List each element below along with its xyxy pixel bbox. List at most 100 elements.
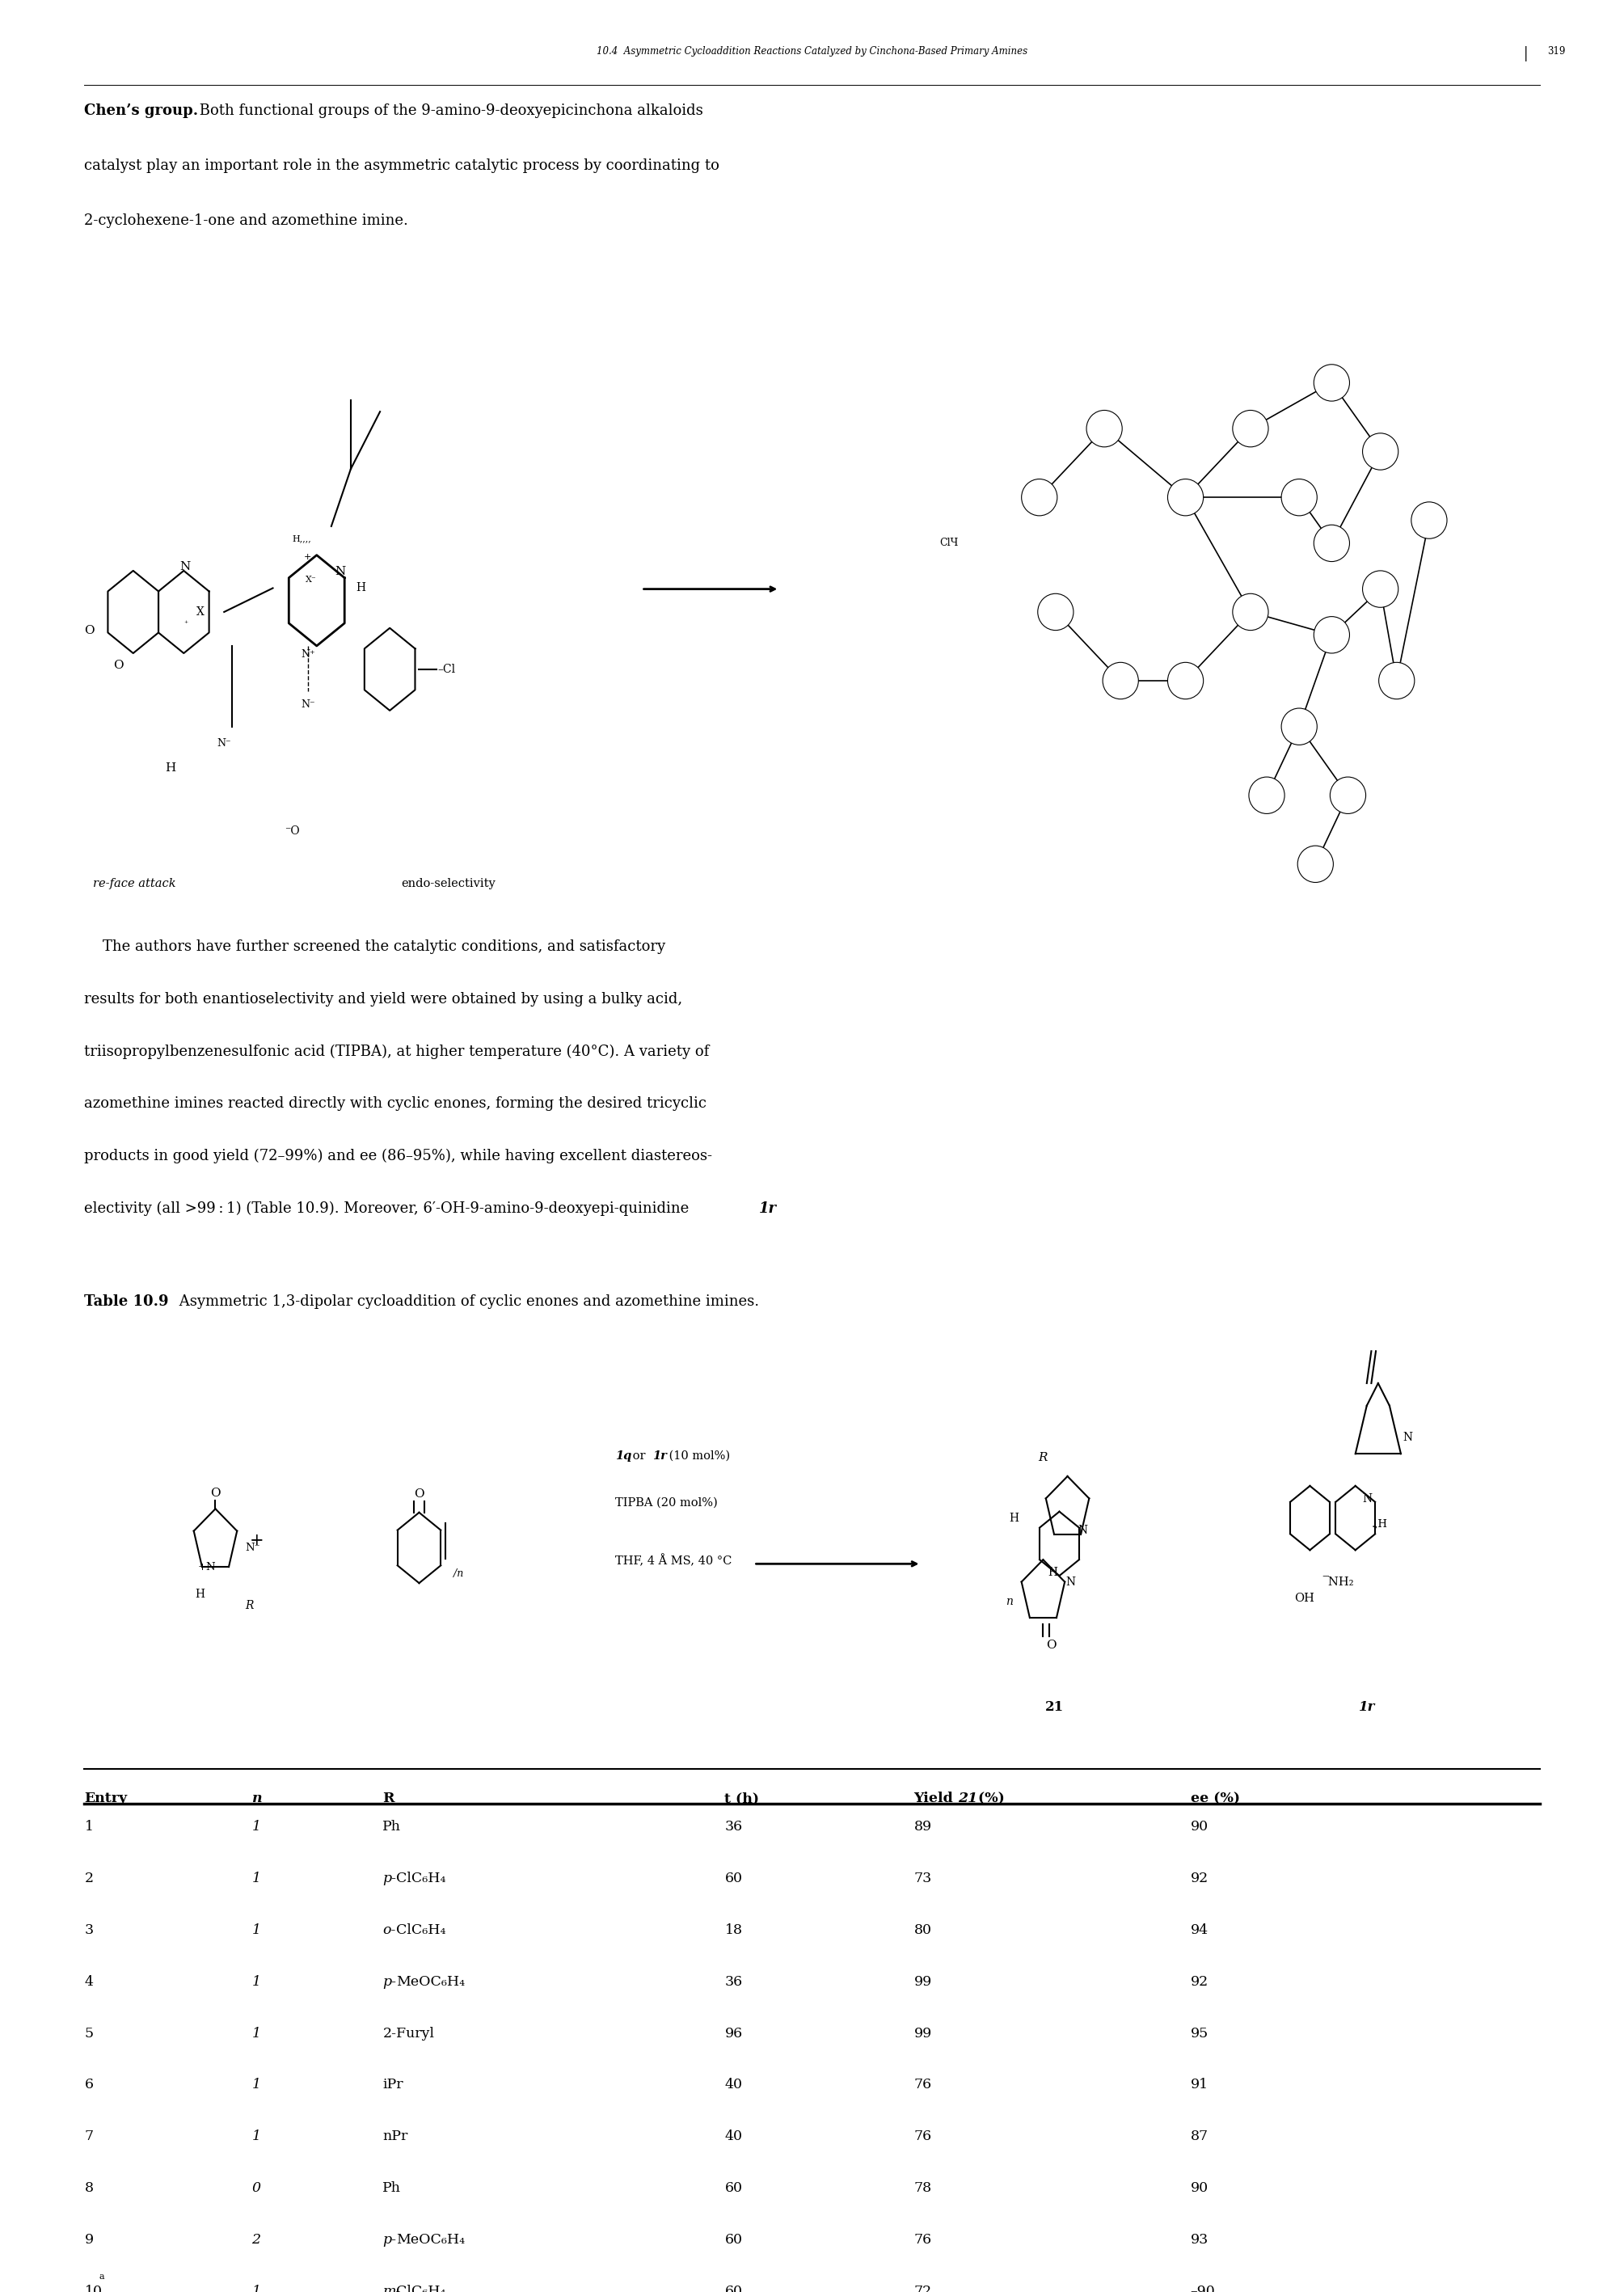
Text: C9: C9 [1325, 378, 1338, 387]
Text: 1: 1 [252, 1873, 261, 1886]
Text: n: n [252, 1792, 261, 1806]
Text: azomethine imines reacted directly with cyclic enones, forming the desired tricy: azomethine imines reacted directly with … [84, 1096, 706, 1112]
Text: 0: 0 [252, 2182, 261, 2196]
Text: TIPBA (20 mol%): TIPBA (20 mol%) [615, 1497, 718, 1508]
Text: Table 10.9: Table 10.9 [84, 1295, 169, 1309]
Text: N⁻: N⁻ [300, 699, 315, 711]
Text: │: │ [1522, 46, 1530, 62]
Text: N⁻: N⁻ [245, 1543, 260, 1554]
Text: C2: C2 [1341, 791, 1354, 800]
Text: 36: 36 [724, 1976, 742, 1989]
Text: 1r: 1r [758, 1201, 776, 1215]
Text: ⁻O: ⁻O [284, 825, 300, 837]
Text: 1q: 1q [615, 1451, 632, 1462]
Text: H: H [1047, 1568, 1057, 1579]
Text: 4: 4 [84, 1976, 93, 1989]
Ellipse shape [1038, 594, 1073, 630]
Text: 60: 60 [724, 2232, 742, 2246]
Text: N⁻: N⁻ [218, 738, 231, 749]
Text: N: N [1403, 1432, 1413, 1444]
Text: 1: 1 [252, 1976, 261, 1989]
Text: /n: /n [453, 1568, 463, 1579]
Text: 90: 90 [1190, 2182, 1208, 2196]
Text: 90: 90 [1190, 1820, 1208, 1834]
Text: X⁻: X⁻ [305, 575, 317, 584]
Text: 92: 92 [1190, 1873, 1208, 1886]
Text: –90: –90 [1190, 2285, 1215, 2292]
Text: OH: OH [1294, 1593, 1314, 1604]
Ellipse shape [1103, 662, 1138, 699]
Text: 1: 1 [252, 2079, 261, 2093]
Ellipse shape [1363, 433, 1398, 470]
Text: 99: 99 [914, 2026, 932, 2040]
Text: N: N [335, 566, 346, 578]
Text: MeOC₆H₄: MeOC₆H₄ [396, 2232, 464, 2246]
Text: nPr: nPr [383, 2129, 408, 2143]
Text: Ph: Ph [383, 1820, 401, 1834]
Text: n: n [1005, 1595, 1013, 1607]
Text: N: N [180, 562, 190, 573]
Text: 1r: 1r [653, 1451, 666, 1462]
Ellipse shape [1314, 617, 1350, 653]
Text: +: + [304, 552, 312, 562]
Text: 1: 1 [252, 2026, 261, 2040]
Text: C14: C14 [1031, 493, 1047, 502]
Text: C13: C13 [1096, 424, 1112, 433]
Text: (10 mol%): (10 mol%) [666, 1451, 729, 1462]
Text: 87: 87 [1190, 2129, 1208, 2143]
Text: C5: C5 [1325, 539, 1338, 548]
Text: C6: C6 [1325, 630, 1338, 639]
Text: ClC₆H₄: ClC₆H₄ [396, 1923, 447, 1937]
Text: C10: C10 [1242, 424, 1259, 433]
Text: 6: 6 [84, 2079, 93, 2093]
Text: O: O [114, 660, 123, 672]
Text: or: or [628, 1451, 650, 1462]
Text: ClC₆H₄: ClC₆H₄ [396, 2285, 447, 2292]
Text: (%): (%) [973, 1792, 1004, 1806]
Text: 60: 60 [724, 1873, 742, 1886]
Text: 93: 93 [1190, 2232, 1208, 2246]
Text: N2: N2 [1293, 493, 1306, 502]
Text: 1: 1 [252, 2285, 261, 2292]
Text: 76: 76 [914, 2129, 932, 2143]
Text: 5: 5 [84, 2026, 94, 2040]
Text: products in good yield (72–99%) and ee (86–95%), while having excellent diastere: products in good yield (72–99%) and ee (… [84, 1148, 713, 1164]
Text: 7: 7 [84, 2129, 94, 2143]
Text: catalyst play an important role in the asymmetric catalytic process by coordinat: catalyst play an important role in the a… [84, 158, 719, 172]
Text: N: N [1078, 1524, 1088, 1536]
Text: 78: 78 [914, 2182, 932, 2196]
Ellipse shape [1233, 410, 1268, 447]
Ellipse shape [1411, 502, 1447, 539]
Text: +N: +N [198, 1561, 216, 1572]
Text: 92: 92 [1190, 1976, 1208, 1989]
Text: 2-Furyl: 2-Furyl [383, 2026, 435, 2040]
Text: 72: 72 [914, 2285, 932, 2292]
Text: N⁺: N⁺ [300, 649, 315, 660]
Text: endo-selectivity: endo-selectivity [401, 878, 495, 889]
Text: R: R [245, 1600, 253, 1611]
Text: H: H [166, 763, 175, 772]
Text: H: H [195, 1588, 205, 1600]
Text: 73: 73 [914, 1873, 932, 1886]
Text: 2: 2 [84, 1873, 94, 1886]
Text: electivity (all >99 : 1) (Table 10.9). Moreover, 6′-OH-9-amino-9-deoxyepi-quinid: electivity (all >99 : 1) (Table 10.9). M… [84, 1201, 693, 1215]
Text: 96: 96 [724, 2026, 742, 2040]
Text: o-: o- [383, 1923, 396, 1937]
Bar [0, 1364, 1624, 1742]
Text: 10: 10 [84, 2285, 102, 2292]
Text: N: N [1065, 1577, 1075, 1588]
Ellipse shape [1021, 479, 1057, 516]
Text: 76: 76 [914, 2232, 932, 2246]
Text: Ph: Ph [383, 2182, 401, 2196]
Ellipse shape [1298, 846, 1333, 882]
Text: Both functional groups of the 9-amino-9-deoxyepicinchona alkaloids: Both functional groups of the 9-amino-9-… [195, 103, 703, 117]
Text: O2: O2 [1423, 516, 1436, 525]
Text: Chen’s group.: Chen’s group. [84, 103, 198, 117]
Text: 1: 1 [252, 1923, 261, 1937]
Text: Entry: Entry [84, 1792, 127, 1806]
Text: 91: 91 [1190, 2079, 1208, 2093]
Ellipse shape [1314, 525, 1350, 562]
Text: X: X [197, 607, 205, 617]
Text: results for both enantioselectivity and yield were obtained by using a bulky aci: results for both enantioselectivity and … [84, 992, 682, 1006]
Text: 18: 18 [724, 1923, 742, 1937]
